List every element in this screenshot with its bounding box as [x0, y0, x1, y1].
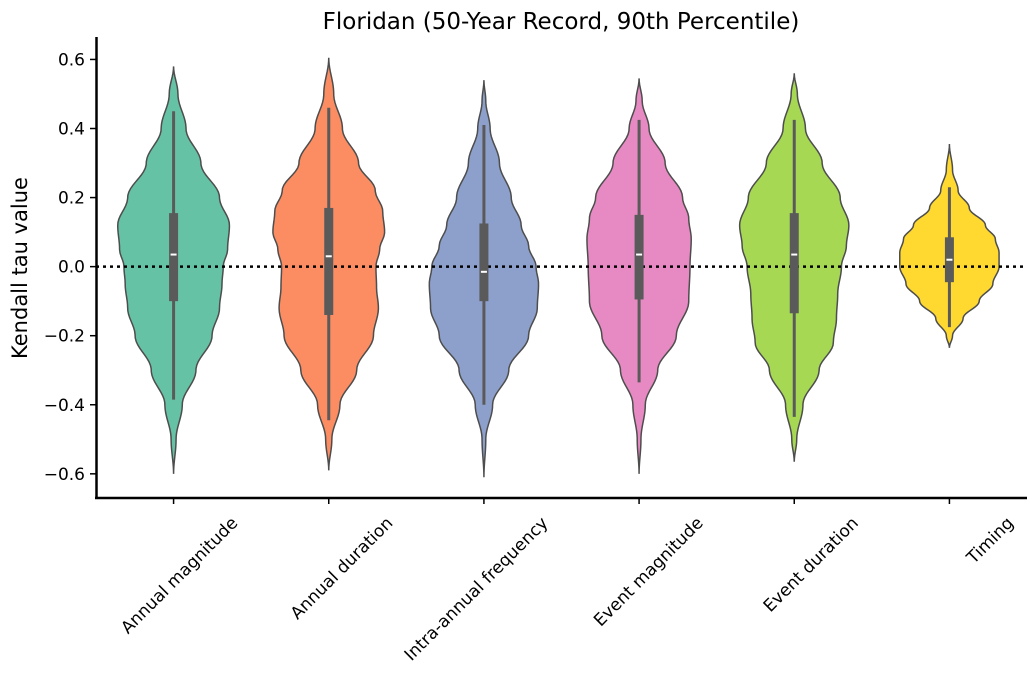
x-tick-label: Timing [962, 513, 1017, 568]
x-tick-label: Annual duration [287, 513, 397, 623]
x-tick-label: Event magnitude [590, 513, 707, 630]
chart-title: Floridan (50-Year Record, 90th Percentil… [323, 9, 800, 35]
y-tick-label: 0.2 [58, 189, 85, 209]
y-tick-label: 0.6 [58, 50, 85, 70]
y-tick-label: 0.4 [58, 120, 85, 140]
x-tick-label: Annual magnitude [117, 513, 242, 638]
x-tick-label: Event duration [760, 513, 863, 616]
iqr-box-4 [789, 213, 799, 314]
boxes-group [169, 107, 954, 421]
x-ticks-group: Annual magnitude Annual duration Intra-ann… [117, 498, 1018, 665]
iqr-box-1 [324, 207, 334, 315]
x-tick-label: Intra-annual frequency [401, 513, 553, 665]
y-tick-label: −0.2 [44, 327, 85, 347]
y-tick-label: 0.0 [58, 258, 85, 278]
iqr-box-2 [479, 223, 489, 302]
y-tick-label: −0.4 [44, 396, 85, 416]
iqr-box-0 [169, 213, 179, 302]
y-axis-label: Kendall tau value [8, 177, 32, 359]
y-tick-label: −0.6 [44, 465, 85, 485]
y-ticks-group: −0.6 −0.4 −0.2 0.0 0.2 0.4 0.6 [44, 50, 96, 485]
iqr-box-3 [634, 214, 644, 300]
